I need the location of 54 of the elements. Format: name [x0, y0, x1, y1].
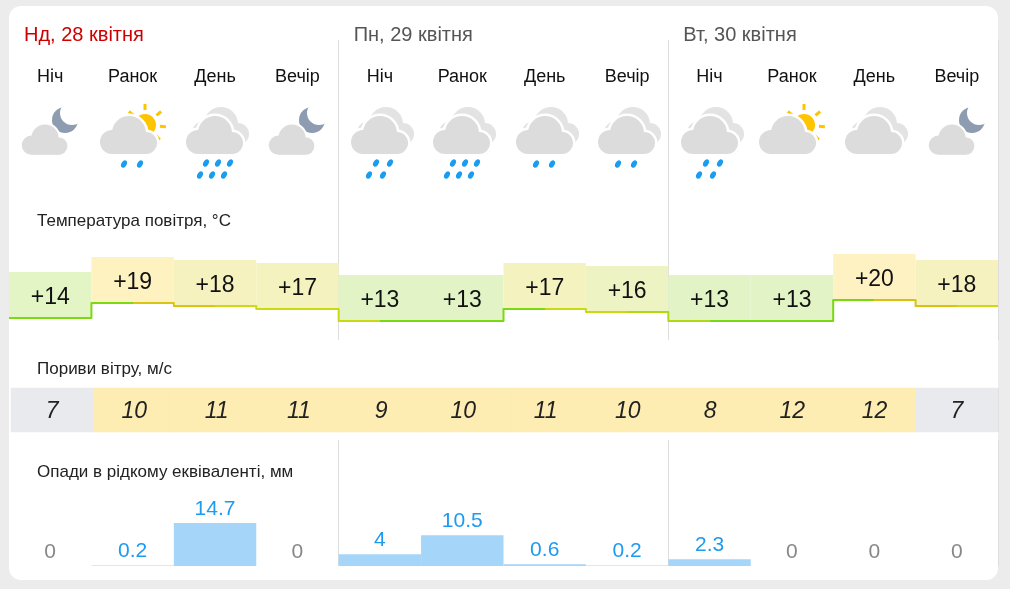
x-tick-label: День: [194, 66, 236, 86]
x-tick-label: Вечір: [934, 66, 980, 86]
chart-title: Опади в рідкому еквіваленті, мм: [37, 462, 294, 481]
x-tick-label: Ніч: [37, 66, 64, 86]
data-label: 10: [615, 397, 641, 423]
x-tick-label: Ранок: [108, 66, 158, 86]
data-label: 9: [374, 397, 388, 423]
x-tick-label: Ранок: [767, 66, 817, 86]
data-label: +18: [937, 270, 977, 297]
data-label: 11: [533, 397, 558, 423]
x-tick-label: Ніч: [366, 66, 394, 86]
data-label: 0: [950, 539, 963, 562]
x-tick-label: Вечір: [275, 66, 320, 86]
data-label: 10: [121, 397, 148, 423]
data-label: 8: [703, 397, 717, 423]
x-tick-label: День: [523, 66, 566, 86]
data-label: +14: [30, 282, 70, 309]
data-label: 0.6: [530, 537, 560, 561]
data-label: +13: [690, 285, 730, 312]
chart-title: Температура повітря, °C: [37, 211, 231, 230]
text: Вт, 30 квітня: [683, 23, 797, 45]
text: Пн, 29 квітня: [353, 23, 473, 45]
data-label: 14.7: [194, 496, 236, 519]
data-label: +13: [772, 285, 812, 312]
data-label: +18: [195, 270, 235, 297]
data-label: 0: [868, 539, 881, 562]
data-label: 4: [374, 527, 387, 551]
data-label: 0: [44, 539, 57, 562]
x-tick-label: Ніч: [696, 66, 723, 86]
data-label: 2.3: [694, 532, 725, 556]
data-label: 12: [779, 397, 806, 423]
data-label: +16: [607, 276, 647, 303]
data-label: 12: [861, 397, 888, 423]
data-label: +17: [277, 273, 317, 300]
data-label: +19: [113, 267, 153, 294]
x-tick-label: День: [853, 66, 896, 86]
text: Нд, 28 квітня: [24, 23, 144, 45]
data-label: 0.2: [118, 538, 148, 562]
data-label: 0.2: [612, 538, 642, 562]
data-label: +17: [525, 273, 565, 300]
x-tick-label: Ранок: [437, 66, 488, 86]
data-label: 7: [950, 397, 965, 423]
data-label: 11: [204, 397, 229, 423]
data-label: 0: [786, 539, 798, 562]
x-tick-label: Вечір: [604, 66, 650, 86]
data-label: 7: [45, 397, 60, 423]
data-label: +13: [360, 285, 400, 312]
data-label: 10: [450, 397, 477, 423]
data-label: 10.5: [441, 508, 483, 532]
data-label: 11: [286, 397, 311, 423]
data-label: +20: [854, 264, 894, 291]
data-label: +13: [442, 285, 482, 312]
chart-title: Пориви вітру, м/с: [37, 359, 173, 378]
data-label: 0: [291, 539, 304, 562]
